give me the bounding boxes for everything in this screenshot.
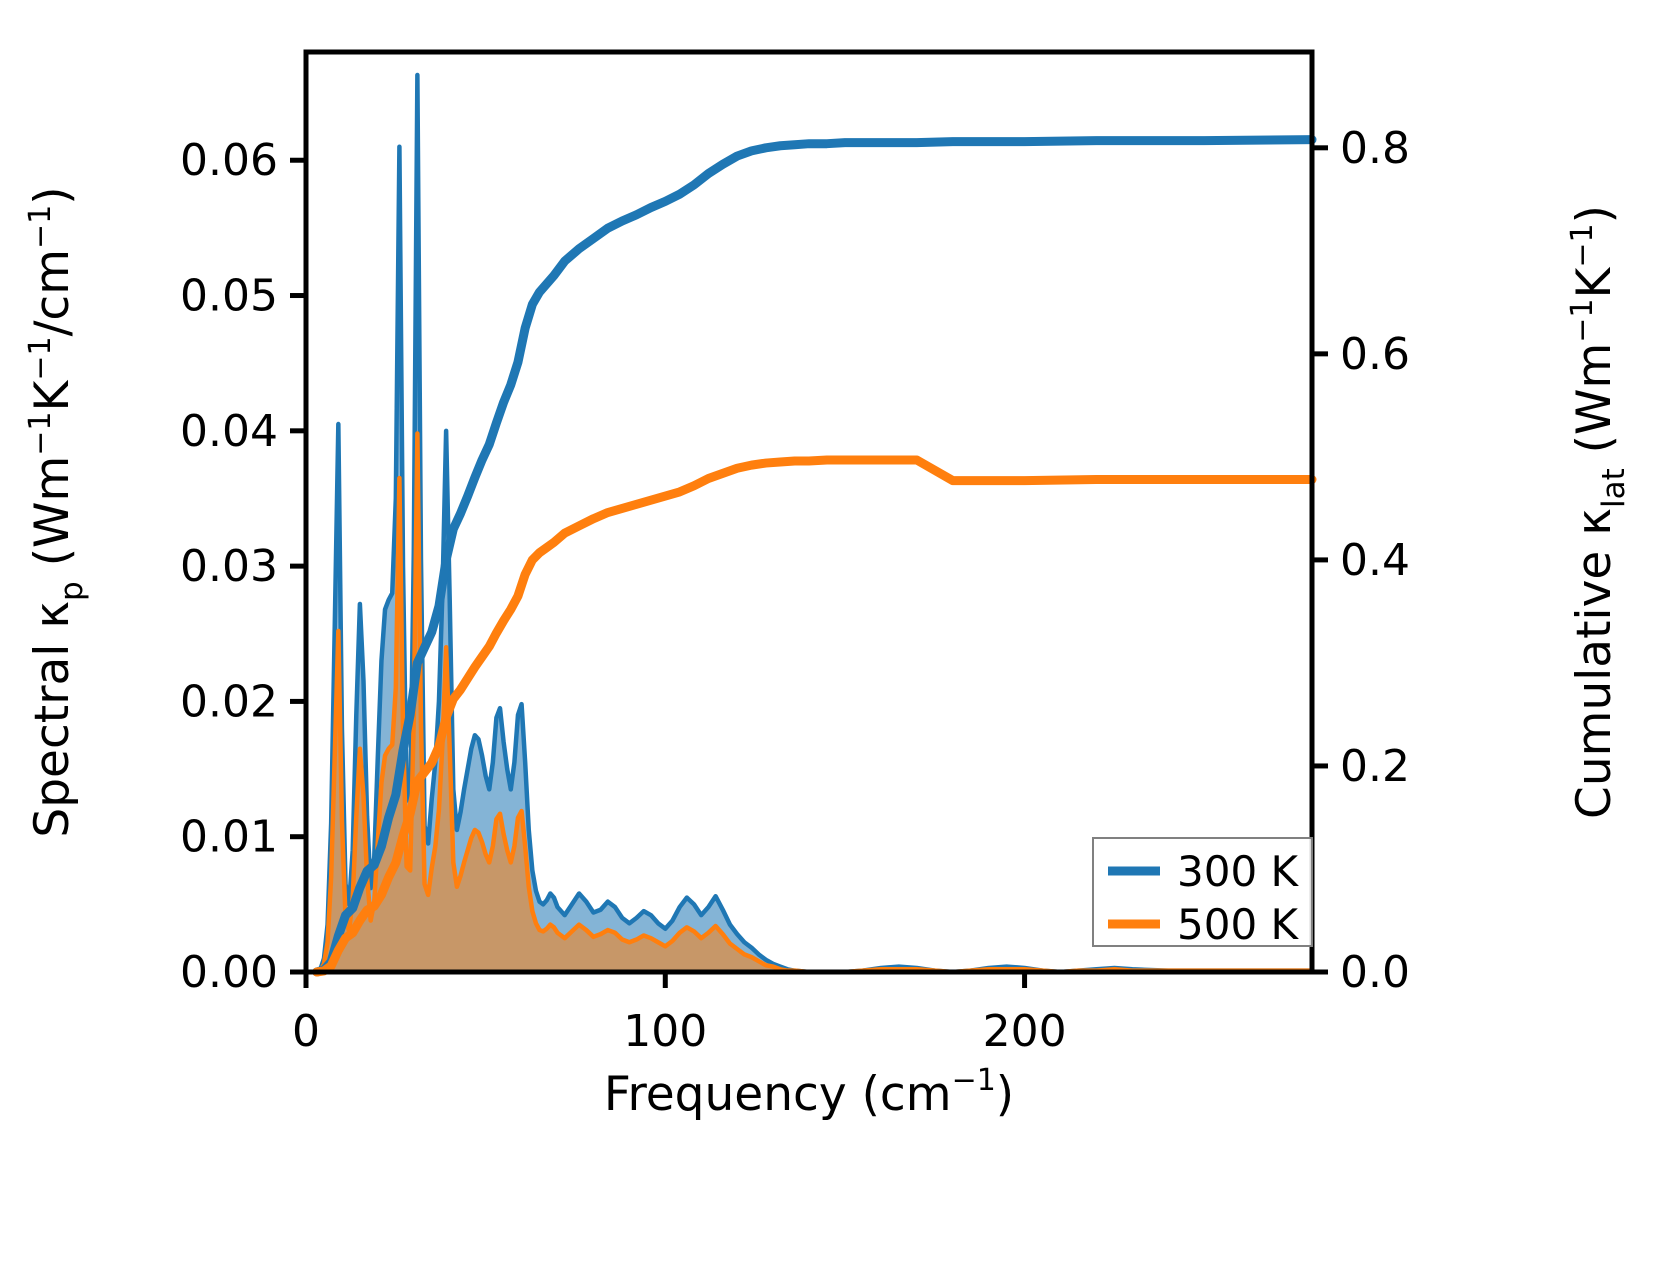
y-axis-label-left: Spectral κp (Wm−1K−1/cm−1) — [23, 186, 90, 837]
y-tick-label-left: 0.05 — [180, 271, 278, 322]
legend-item-500k[interactable]: 500 K — [1108, 900, 1300, 949]
cumulative-line-500k — [312, 455, 1317, 977]
y-tick-label-left: 0.03 — [180, 541, 278, 592]
y-tick-label-left: 0.06 — [180, 135, 278, 186]
legend-label-300k: 300 K — [1177, 847, 1300, 896]
y-tick-label-right: 0.8 — [1340, 123, 1410, 174]
y-tick-label-left: 0.04 — [180, 406, 278, 457]
y-tick-label-right: 0.4 — [1340, 535, 1410, 586]
y-tick-label-right: 0.6 — [1340, 329, 1410, 380]
legend-item-300k[interactable]: 300 K — [1108, 847, 1300, 896]
spectrum-fill-layer — [316, 75, 1312, 972]
x-tick-label: 200 — [983, 1006, 1067, 1057]
spectrum-fill-500k — [316, 433, 1312, 972]
cumulative-line-300k — [312, 135, 1317, 977]
y-tick-label-left: 0.01 — [180, 812, 278, 863]
y-tick-label-right: 0.2 — [1340, 741, 1410, 792]
axes-frame — [303, 49, 1315, 975]
y-tick-label-right: 0.0 — [1340, 947, 1410, 998]
y-axis-label-right: Cumulative κlat (Wm−1K−1) — [1565, 205, 1632, 819]
x-axis-label: Frequency (cm−1) — [604, 1063, 1014, 1122]
cumulative-line-layer — [312, 135, 1317, 977]
x-tick-label: 100 — [623, 1006, 707, 1057]
y-tick-label-left: 0.02 — [180, 676, 278, 727]
plot-border — [303, 49, 1315, 975]
x-tick-label: 0 — [292, 1006, 320, 1057]
legend[interactable]: 300 K 500 K — [1092, 837, 1313, 949]
y-tick-label-left: 0.00 — [180, 947, 278, 998]
axis-tick-labels: 0 100 200 0.00 0.01 0.02 0.03 0.04 0.05 0.06 0.0 0.… — [180, 123, 1410, 1057]
axis-ticks — [290, 145, 1328, 988]
legend-label-500k: 500 K — [1177, 900, 1300, 949]
